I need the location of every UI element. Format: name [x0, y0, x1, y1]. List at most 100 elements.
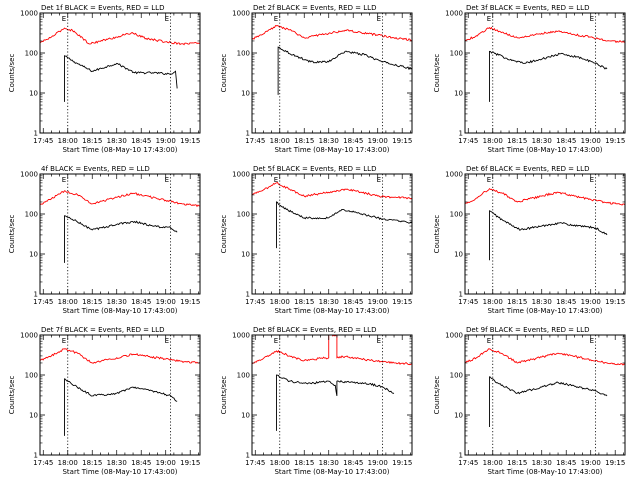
x-tick-label: 18:30 [319, 298, 339, 306]
series-events-line [64, 215, 178, 263]
y-axis-label: Counts/sec [433, 54, 441, 93]
x-tick-label: 19:00 [156, 137, 176, 145]
y-tick-label: 1 [459, 130, 463, 138]
x-tick-label: 18:45 [556, 137, 576, 145]
event-marker-label: E [590, 176, 594, 184]
y-tick-label: 1000 [445, 10, 463, 18]
series-events-line [277, 46, 412, 95]
x-tick-label: 18:15 [82, 459, 102, 467]
series-lld-line [465, 348, 625, 366]
detector-panel-4: 4f BLACK = Events, RED = LLD E E 17:45 18:00… [8, 165, 201, 315]
x-tick-label: 17:45 [33, 459, 53, 467]
series-traces [40, 348, 200, 436]
panel-title: Det 3f BLACK = Events, RED = LLD [466, 4, 589, 12]
y-tick-label: 1000 [20, 171, 38, 179]
x-tick-label: 18:45 [343, 137, 363, 145]
y-tick-label: 1 [246, 452, 250, 460]
y-tick-label: 10 [241, 90, 250, 98]
x-tick-label: 17:45 [245, 137, 265, 145]
x-tick-label: 18:00 [483, 298, 503, 306]
x-tick-label: 18:30 [532, 137, 552, 145]
x-tick-label: 17:45 [33, 137, 53, 145]
x-tick-label: 19:00 [368, 298, 388, 306]
x-tick-label: 19:00 [581, 298, 601, 306]
plot-frame [251, 334, 413, 456]
series-traces [252, 25, 412, 95]
y-tick-label: 10 [29, 251, 38, 259]
series-traces [252, 182, 412, 249]
y-axis-label: Counts/sec [220, 376, 228, 415]
x-tick-label: 19:15 [392, 298, 412, 306]
event-marker-label: E [377, 337, 381, 345]
x-tick-label: 18:45 [131, 459, 151, 467]
x-tick-label: 18:00 [270, 459, 290, 467]
x-tick-label: 18:15 [82, 298, 102, 306]
y-tick-label: 100 [25, 50, 38, 58]
y-tick-label: 10 [241, 251, 250, 259]
series-lld-line [465, 188, 625, 206]
y-axis-label: Counts/sec [433, 376, 441, 415]
x-axis-label: Start Time (08-May-10 17:43:00) [274, 146, 389, 154]
plot-frame [251, 173, 413, 295]
event-marker-label: E [590, 15, 594, 23]
plot-frame [464, 12, 626, 134]
y-tick-label: 10 [29, 412, 38, 420]
panel-title: 4f BLACK = Events, RED = LLD [41, 165, 150, 173]
x-axis-label: Start Time (08-May-10 17:43:00) [62, 468, 177, 476]
y-tick-label: 1 [459, 291, 463, 299]
event-marker-label: E [274, 15, 278, 23]
x-tick-label: 18:30 [107, 298, 127, 306]
series-lld-line [252, 182, 412, 200]
event-marker-label: E [590, 337, 594, 345]
x-tick-label: 19:15 [392, 459, 412, 467]
x-tick-label: 19:00 [581, 137, 601, 145]
x-tick-label: 19:00 [156, 298, 176, 306]
y-tick-label: 1 [34, 130, 38, 138]
series-traces [40, 27, 200, 102]
y-tick-label: 100 [25, 372, 38, 380]
y-axis-label: Counts/sec [8, 54, 16, 93]
y-axis-label: Counts/sec [8, 215, 16, 254]
series-events-line [64, 378, 178, 436]
x-axis-label: Start Time (08-May-10 17:43:00) [62, 307, 177, 315]
plot-frame [251, 12, 413, 134]
y-tick-label: 1000 [20, 332, 38, 340]
x-tick-label: 18:45 [131, 298, 151, 306]
series-traces [465, 348, 625, 428]
x-tick-label: 17:45 [458, 459, 478, 467]
x-tick-label: 19:15 [180, 137, 200, 145]
panel-title: Det 7f BLACK = Events, RED = LLD [41, 326, 164, 334]
event-marker-label: E [377, 15, 381, 23]
series-events-line [276, 201, 412, 249]
y-tick-label: 1 [34, 291, 38, 299]
x-tick-label: 18:15 [294, 298, 314, 306]
x-tick-label: 19:15 [605, 137, 625, 145]
series-events-line [489, 50, 608, 102]
x-tick-label: 17:45 [33, 298, 53, 306]
x-tick-label: 18:00 [483, 459, 503, 467]
series-lld-line [40, 348, 200, 364]
x-tick-label: 19:15 [605, 459, 625, 467]
y-axis-label: Counts/sec [220, 215, 228, 254]
y-tick-label: 10 [29, 90, 38, 98]
series-lld-line [252, 25, 412, 42]
x-axis-label: Start Time (08-May-10 17:43:00) [274, 307, 389, 315]
x-tick-label: 19:00 [368, 459, 388, 467]
x-tick-label: 19:00 [581, 459, 601, 467]
x-axis-label: Start Time (08-May-10 17:43:00) [274, 468, 389, 476]
x-tick-label: 18:30 [319, 137, 339, 145]
y-tick-label: 1 [246, 291, 250, 299]
x-tick-label: 19:00 [368, 137, 388, 145]
series-lld-line [40, 190, 200, 208]
x-tick-label: 18:15 [294, 459, 314, 467]
series-traces [465, 188, 625, 261]
plot-frame [39, 12, 201, 134]
y-axis-label: Counts/sec [8, 376, 16, 415]
x-tick-label: 18:30 [107, 459, 127, 467]
